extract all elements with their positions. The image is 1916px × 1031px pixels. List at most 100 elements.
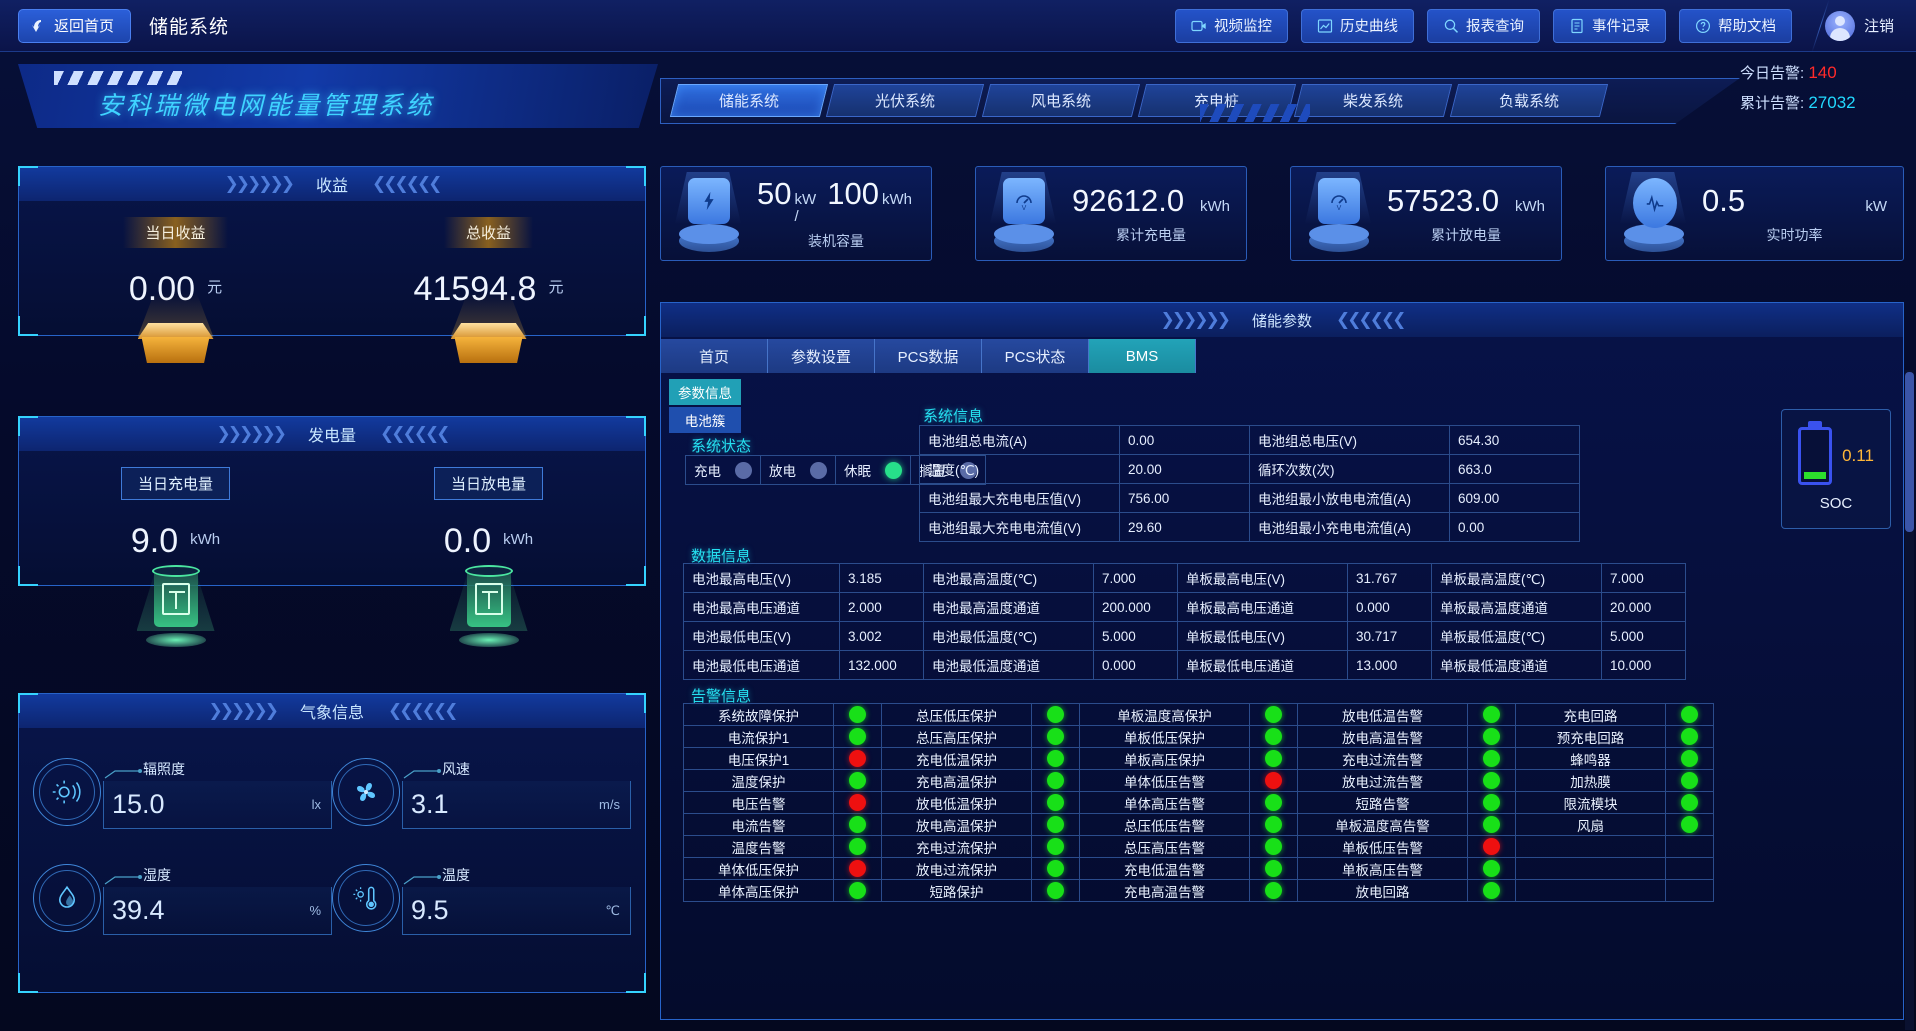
- weather-humidity: 湿度 39.4 %: [33, 848, 332, 948]
- page-scrollbar-track[interactable]: [1905, 370, 1914, 1030]
- alarm-led: [833, 835, 882, 858]
- datainfo-label: 电池最低温度通道: [923, 650, 1094, 680]
- green-battery-icon: [449, 561, 528, 647]
- generation-charge-label: 当日充电量: [120, 467, 230, 500]
- system-tab-wind-label: 风电系统: [1030, 93, 1091, 110]
- revenue-panel-header: ❯❯❯❯❯❯ 收益 ❮❮❮❮❮❮: [19, 167, 645, 201]
- table-row: 电池最低电压(V) 3.002 电池最低温度(℃) 5.000 单板最低电压(V…: [683, 621, 1686, 651]
- alarm-label: 单板低压保护: [1079, 725, 1250, 748]
- weather-humidity-label: 湿度: [143, 867, 171, 883]
- system-tab-diesel[interactable]: 柴发系统: [1293, 84, 1453, 117]
- tab-home[interactable]: 首页: [661, 339, 768, 373]
- system-info-table: 电池组总电流(A) 0.00 电池组总电压(V) 654.30 温度(℃) 20…: [919, 425, 1580, 542]
- status-led-charge: [735, 462, 752, 479]
- system-tab-storage[interactable]: 储能系统: [669, 84, 829, 117]
- alarm-label: 单体低压告警: [1079, 769, 1250, 792]
- tab-bms[interactable]: BMS: [1089, 339, 1196, 373]
- system-tab-load[interactable]: 负载系统: [1449, 84, 1609, 117]
- tab-pcs-status-label: PCS状态: [1004, 348, 1066, 366]
- status-cell-charge: 充电: [685, 455, 761, 485]
- alarm-led-green: [849, 882, 866, 899]
- kpi-realtime-power: 0.5 kW 实时功率: [1605, 166, 1904, 261]
- tab-param-settings[interactable]: 参数设置: [768, 339, 875, 373]
- nav-video-monitor[interactable]: 视频监控: [1174, 8, 1288, 43]
- alarm-led: [1031, 791, 1080, 814]
- table-row: 电池最低电压通道 132.000 电池最低温度通道 0.000 单板最低电压通道…: [683, 650, 1686, 680]
- alarm-led: [1467, 791, 1516, 814]
- revenue-today-value: 0.00: [128, 270, 196, 308]
- alarm-label: 充电回路: [1515, 703, 1666, 726]
- weather-windspeed-unit: m/s: [599, 797, 620, 812]
- sysinfo-value: 20.00: [1119, 454, 1250, 484]
- side-tab-battery-cluster-label: 电池簇: [684, 414, 726, 429]
- alarm-led: [1249, 725, 1298, 748]
- alarm-led: [1249, 835, 1298, 858]
- alarm-label: 总压高压保护: [881, 725, 1032, 748]
- page-scrollbar-thumb[interactable]: [1905, 372, 1914, 532]
- alarm-led-red: [1265, 772, 1282, 789]
- table-row: 温度保护 充电高温保护 单体低压告警 放电过流告警 加热膜: [683, 769, 1714, 792]
- datainfo-label: 电池最高电压通道: [683, 592, 840, 622]
- system-status-title: 系统状态: [691, 438, 752, 455]
- alarm-label: 温度告警: [683, 835, 834, 858]
- tab-pcs-data-label: PCS数据: [897, 348, 959, 366]
- system-tab-wind[interactable]: 风电系统: [981, 84, 1141, 117]
- status-cell-discharge: 放电: [760, 455, 836, 485]
- datainfo-label: 单板最高电压通道: [1177, 592, 1348, 622]
- system-tab-storage-label: 储能系统: [718, 93, 779, 110]
- alarm-led: [1031, 703, 1080, 726]
- page-title: 储能系统: [149, 17, 230, 38]
- alarm-label: 放电高温告警: [1297, 725, 1468, 748]
- datainfo-value: 10.000: [1601, 650, 1686, 680]
- table-row: 电流保护1 总压高压保护 单板低压保护 放电高温告警 预充电回路: [683, 725, 1714, 748]
- back-home-button[interactable]: 返回首页: [18, 8, 132, 43]
- alarm-label: 加热膜: [1515, 769, 1666, 792]
- nav-event-log[interactable]: 事件记录: [1552, 8, 1666, 43]
- side-tab-param-info[interactable]: 参数信息: [669, 379, 741, 405]
- alarm-led: [1031, 747, 1080, 770]
- alarm-led: [1249, 791, 1298, 814]
- alarm-led: [833, 879, 882, 902]
- sysinfo-label: 循环次数(次): [1249, 454, 1450, 484]
- nav-help-doc[interactable]: 帮助文档: [1678, 8, 1792, 43]
- tab-pcs-status[interactable]: PCS状态: [982, 339, 1089, 373]
- status-label-discharge: 放电: [769, 464, 796, 479]
- meter-icon: V: [976, 170, 1072, 258]
- alarm-led-green: [1047, 772, 1064, 789]
- svg-text:V: V: [1022, 205, 1027, 212]
- datainfo-label: 单板最高温度通道: [1431, 592, 1602, 622]
- generation-charge-value: 9.0: [130, 522, 179, 560]
- revenue-total: 总收益 41594.8 元: [348, 217, 630, 367]
- alarm-led-green: [849, 816, 866, 833]
- weather-metrics: 辐照度 15.0 lx: [19, 728, 645, 948]
- alarm-label: 总压低压告警: [1079, 813, 1250, 836]
- status-led-sleep: [885, 462, 902, 479]
- lead-line-decoration: [402, 873, 441, 885]
- battery-icon: [1798, 426, 1833, 485]
- tab-pcs-data[interactable]: PCS数据: [875, 339, 982, 373]
- alarm-label: 单体低压保护: [683, 857, 834, 880]
- alarm-led-green: [1483, 772, 1500, 789]
- user-box[interactable]: 注销: [1824, 10, 1916, 41]
- datainfo-value: 5.000: [1601, 621, 1686, 651]
- side-tab-battery-cluster[interactable]: 电池簇: [669, 407, 741, 433]
- alarm-led-green: [1265, 882, 1282, 899]
- alarm-led-green: [849, 838, 866, 855]
- system-tab-pv[interactable]: 光伏系统: [825, 84, 985, 117]
- alarm-label: 单板高压保护: [1079, 747, 1250, 770]
- weather-panel-header: ❯❯❯❯❯❯ 气象信息 ❮❮❮❮❮❮: [19, 694, 645, 728]
- weather-panel: ❯❯❯❯❯❯ 气象信息 ❮❮❮❮❮❮ 辐照度: [18, 693, 646, 993]
- nav-report-query[interactable]: 报表查询: [1426, 8, 1540, 43]
- green-battery-icon: [136, 561, 215, 647]
- weather-irradiance: 辐照度 15.0 lx: [33, 742, 332, 842]
- nav-history-curve[interactable]: 历史曲线: [1300, 8, 1414, 43]
- kpi-total-charge-label: 累计充电量: [1116, 226, 1186, 243]
- alarm-led: [1665, 879, 1714, 902]
- alarm-led-green: [1047, 882, 1064, 899]
- gold-box-icon: [447, 293, 531, 367]
- alarm-led-green: [1047, 860, 1064, 877]
- alarm-led: [1467, 703, 1516, 726]
- kpi-total-discharge: V 57523.0 kWh 累计放电量: [1290, 166, 1562, 261]
- weather-temperature-value: 9.5: [411, 895, 449, 925]
- generation-charge-unit: kWh: [190, 531, 221, 548]
